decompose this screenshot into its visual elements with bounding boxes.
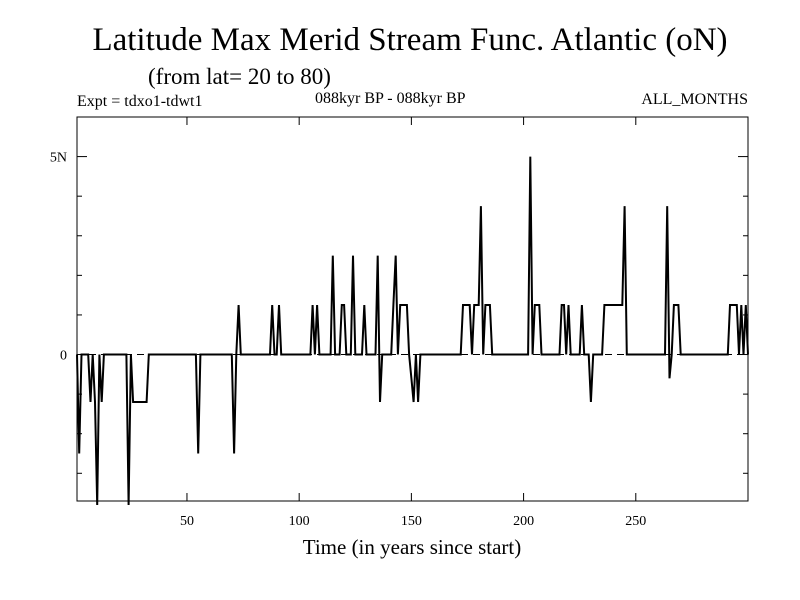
chart-subtitle: (from lat= 20 to 80) — [148, 64, 331, 89]
x-tick-label: 50 — [180, 514, 194, 529]
x-tick-label: 200 — [513, 514, 534, 529]
period-label: 088kyr BP - 088kyr BP — [315, 90, 466, 107]
axis-ticks — [77, 117, 748, 501]
y-tick-label: 0 — [60, 349, 67, 364]
series-line — [76, 156, 749, 506]
series-layer — [76, 156, 749, 506]
months-label: ALL_MONTHS — [641, 91, 748, 108]
x-tick-label: 100 — [289, 514, 310, 529]
x-axis-title: Time (in years since start) — [303, 535, 522, 559]
chart-title: Latitude Max Merid Stream Func. Atlantic… — [92, 22, 728, 58]
x-tick-label: 250 — [625, 514, 646, 529]
y-tick-label: 5N — [50, 151, 67, 166]
tick-labels: 50 100 150 200 250 0 5N — [50, 151, 646, 529]
plot-frame — [76, 116, 749, 502]
x-tick-label: 150 — [401, 514, 422, 529]
experiment-label: Expt = tdxo1-tdwt1 — [77, 93, 203, 110]
